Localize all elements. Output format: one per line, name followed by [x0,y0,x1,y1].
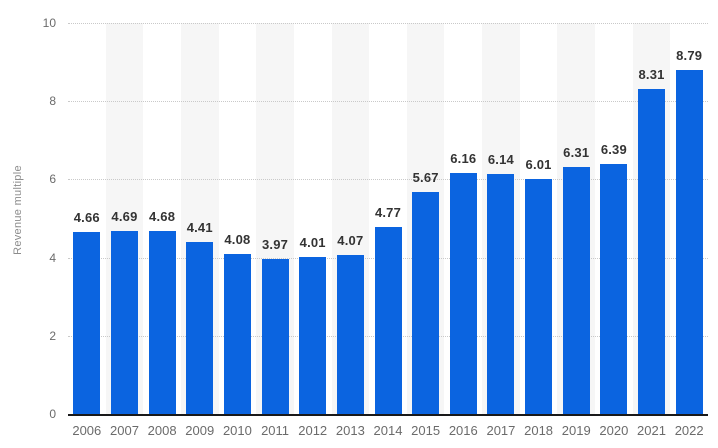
x-axis-tick-label: 2018 [524,423,554,438]
bar-value-label: 6.39 [600,142,627,158]
y-axis-tick-label: 8 [49,94,56,109]
bar-2011[interactable] [261,258,289,414]
x-axis-tick-label: 2016 [448,423,478,438]
bar-2014[interactable] [374,227,402,414]
x-axis-tick-label: 2015 [411,423,441,438]
bar-value-label: 8.31 [638,67,665,83]
bar-value-label: 4.07 [337,232,364,248]
y-axis-tick-label: 6 [49,172,56,187]
bar-value-label: 4.41 [186,219,213,235]
bar-2012[interactable] [299,257,327,414]
bar-2006[interactable] [73,231,101,414]
y-axis-tick-label: 4 [49,250,56,265]
bar-value-label: 4.77 [374,205,402,221]
x-axis-tick-label: 2006 [72,423,102,438]
x-axis-tick-label: 2007 [110,423,139,438]
bar-value-label: 6.01 [525,157,552,172]
bar-value-label: 5.67 [412,170,439,186]
x-axis-tick-label: 2021 [637,423,666,438]
x-axis-tick-label: 2014 [373,423,403,438]
x-axis-tick-label: 2012 [298,423,328,438]
bar-value-label: 6.31 [563,145,590,161]
bar-2022[interactable] [675,70,703,414]
y-gridline-10 [68,23,708,24]
bar-value-label: 8.79 [676,48,703,64]
bar-value-label: 4.68 [149,209,176,224]
bar-2009[interactable] [186,241,214,414]
bar-value-label: 4.01 [299,235,326,251]
bar-value-label: 4.69 [111,208,138,224]
bar-value-label: 6.16 [450,151,477,167]
y-gridline-8 [68,101,708,103]
y-gridline-6 [68,179,708,181]
x-axis-tick-label: 2008 [147,423,177,438]
x-axis-tick-label: 2011 [261,423,290,438]
x-axis-tick-label: 2019 [561,423,591,438]
x-axis-tick-label: 2010 [222,423,252,438]
bar-value-label: 4.66 [73,209,100,225]
bar-2015[interactable] [412,192,440,414]
x-axis-tick-label: 2013 [335,423,365,438]
x-axis-tick-label: 2020 [599,423,629,438]
bar-2019[interactable] [562,167,590,414]
x-axis-tick-label: 2017 [486,423,516,438]
x-axis-line [68,414,708,416]
bar-2016[interactable] [449,173,477,414]
x-axis-tick-label: 2009 [185,423,215,438]
y-axis-tick-label: 2 [49,328,56,343]
y-axis-tick-label: 10 [42,16,56,30]
x-axis-tick-label: 2022 [674,423,704,438]
bar-value-label: 3.97 [261,236,289,252]
bar-2020[interactable] [600,164,628,414]
bar-2010[interactable] [223,254,251,414]
bar-value-label: 4.08 [224,232,251,248]
y-axis-tick-label: 0 [49,407,56,421]
bar-2017[interactable] [487,173,515,414]
bar-2007[interactable] [110,230,138,414]
bar-value-label: 6.14 [487,151,514,167]
bar-2013[interactable] [336,254,364,414]
bar-2008[interactable] [148,231,176,414]
bar-2018[interactable] [525,179,553,414]
bar-2021[interactable] [638,89,666,414]
